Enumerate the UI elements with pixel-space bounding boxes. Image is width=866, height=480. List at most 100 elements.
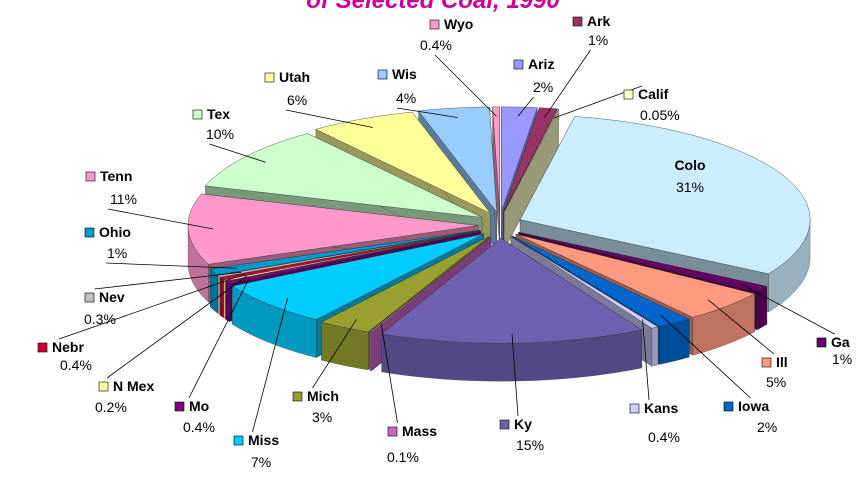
legend-swatch (816, 337, 827, 348)
legend-swatch (84, 227, 95, 238)
slice-top (515, 233, 756, 318)
leader-line (517, 96, 534, 117)
slice-value-label: 0.2% (95, 399, 127, 415)
slice-value-label: 1% (107, 245, 127, 261)
slice-top (519, 116, 811, 275)
slice-top (320, 236, 490, 333)
legend-swatch (84, 292, 95, 303)
slice-top (217, 230, 481, 278)
slice-value-label: 0.1% (387, 449, 419, 465)
slice-side (369, 332, 372, 371)
legend-swatch (37, 342, 48, 353)
slice-value-label: 3% (312, 409, 332, 425)
slice-name: Wyo (444, 16, 473, 32)
slice-value-label: 0.4% (648, 429, 680, 445)
slice-side (220, 277, 224, 319)
slice-name: Colo (674, 157, 705, 173)
slice-top (503, 108, 559, 213)
slice-name: Mass (402, 423, 437, 439)
slice-side (225, 281, 230, 322)
slice-value-label: 2% (757, 419, 777, 435)
leader-line (434, 54, 497, 117)
legend-swatch (429, 19, 440, 30)
slice-name: Miss (248, 432, 279, 448)
leader-line (107, 208, 214, 230)
slice-name: Ill (776, 354, 788, 370)
slice-value-label: 4% (396, 90, 416, 106)
slice-value-label: 0.4% (183, 419, 215, 435)
legend-swatch (572, 16, 583, 27)
legend-swatch (623, 89, 634, 100)
leader-line (660, 314, 751, 399)
slice-name: N Mex (113, 378, 154, 394)
slice-top (315, 111, 491, 214)
legend-swatch (387, 426, 398, 437)
legend-swatch (377, 69, 388, 80)
leader-line (94, 271, 242, 290)
slice-name: Ga (831, 334, 850, 350)
leader-line (58, 273, 245, 340)
slice-value-label: 1% (588, 32, 608, 48)
slice-value-label: 31% (676, 179, 704, 195)
legend-swatch (761, 357, 772, 368)
leader-line (188, 277, 250, 399)
slice-name: Mich (307, 388, 339, 404)
legend-swatch (629, 403, 640, 414)
leader-line (740, 283, 835, 335)
slice-value-label: 5% (766, 374, 786, 390)
leader-line (380, 323, 398, 424)
legend-swatch (85, 171, 96, 182)
slice-top (187, 193, 479, 265)
slice-top (418, 106, 497, 213)
leader-line (106, 275, 247, 379)
slice-side (651, 326, 659, 367)
leader-line (707, 299, 775, 355)
legend-swatch (723, 401, 734, 412)
slice-value-label: 15% (516, 437, 544, 453)
legend-swatch (264, 72, 275, 83)
slice-side (659, 318, 690, 365)
leader-line (312, 319, 358, 389)
legend-swatch (192, 109, 203, 120)
slice (503, 108, 559, 251)
leader-line (252, 298, 288, 433)
slice-value-label: 6% (287, 92, 307, 108)
slice-name: Tex (207, 106, 230, 122)
slice-name: Mo (189, 398, 209, 414)
slice-top (510, 236, 659, 329)
slice-name: Ariz (528, 56, 554, 72)
slice-name: Kans (644, 400, 678, 416)
leader-line (285, 109, 373, 128)
slice-value-label: 0.4% (420, 37, 452, 53)
leader-line (396, 107, 458, 118)
leader-line (105, 262, 237, 269)
legend-swatch (499, 419, 510, 430)
legend-swatch (292, 391, 303, 402)
slice-name: Ky (514, 416, 532, 432)
leader-line (544, 49, 591, 118)
slice-value-label: 0.4% (60, 357, 92, 373)
slice-top (219, 230, 481, 280)
slice (492, 106, 500, 250)
slice-name: Nebr (52, 339, 84, 355)
slice-name: Nev (99, 289, 125, 305)
slice-top (492, 106, 500, 212)
slice-value-label: 1% (832, 351, 852, 367)
slice-top (225, 231, 481, 284)
slice-top (503, 107, 558, 213)
slice-value-label: 2% (533, 79, 553, 95)
slice-name: Ohio (99, 224, 131, 240)
slice-value-label: 11% (110, 191, 137, 207)
slice-top (231, 233, 484, 320)
slice-side (756, 286, 768, 331)
legend-swatch (233, 435, 244, 446)
legend-swatch (513, 59, 524, 70)
slice-top (369, 236, 492, 333)
slice-value-label: 10% (206, 126, 234, 142)
leader-line (209, 143, 266, 163)
slice-top (518, 231, 768, 293)
legend-swatch (98, 381, 109, 392)
leader-line (642, 319, 650, 401)
slice-name: Wis (392, 66, 417, 82)
